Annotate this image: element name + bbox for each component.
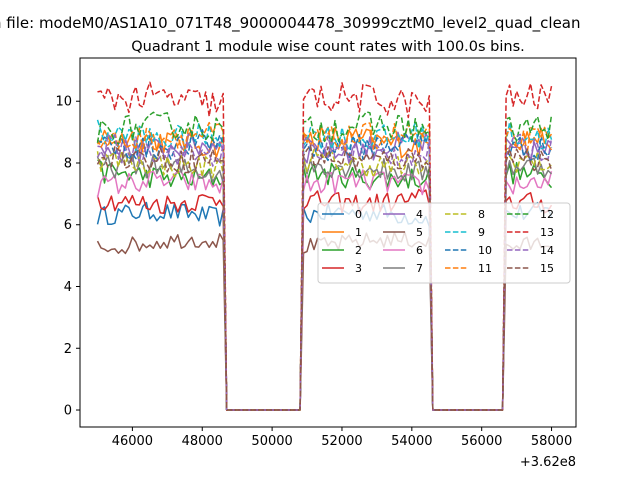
y-tick-label: 6 [64, 218, 72, 233]
legend-label-15: 15 [540, 262, 554, 275]
x-tick-label: 54000 [391, 434, 432, 449]
legend-label-3: 3 [355, 262, 362, 275]
y-tick-label: 4 [64, 280, 72, 295]
y-tick-label: 2 [64, 342, 72, 357]
legend-label-6: 6 [416, 244, 423, 257]
legend-label-7: 7 [416, 262, 423, 275]
figure-suptitle: n file: modeM0/AS1A10_071T48_9000004478_… [0, 14, 581, 33]
legend-label-5: 5 [416, 226, 423, 239]
x-tick-label: 52000 [321, 434, 362, 449]
legend-label-4: 4 [416, 208, 423, 221]
legend-label-8: 8 [478, 208, 485, 221]
legend-label-14: 14 [540, 244, 554, 257]
x-tick-label: 58000 [531, 434, 572, 449]
y-tick-label: 8 [64, 156, 72, 171]
y-tick-label: 0 [64, 404, 72, 419]
legend-frame [317, 202, 571, 284]
legend-label-9: 9 [478, 226, 485, 239]
series-line-9 [96, 119, 553, 411]
x-tick-label: 46000 [112, 434, 153, 449]
series-line-13 [97, 81, 553, 411]
x-tick-label: 50000 [251, 434, 292, 449]
chart-title: Quadrant 1 module wise count rates with … [131, 39, 525, 55]
legend-label-11: 11 [478, 262, 492, 275]
series-line-12 [96, 111, 553, 411]
legend-label-1: 1 [355, 226, 362, 239]
legend-label-2: 2 [355, 244, 362, 257]
series-line-2 [97, 159, 553, 411]
x-tick-label: 48000 [182, 434, 223, 449]
legend-label-0: 0 [355, 208, 362, 221]
ticks-layer: 46000 48000 50000 52000 54000 56000 58000 0 2 4 6 8… [55, 95, 572, 449]
series-line-15 [96, 144, 553, 411]
legend-label-10: 10 [478, 244, 492, 257]
x-offset-label: +3.62e8 [520, 455, 576, 470]
y-tick-label: 10 [55, 95, 72, 110]
legend-label-12: 12 [540, 208, 554, 221]
x-tick-label: 56000 [461, 434, 502, 449]
legend-label-13: 13 [540, 226, 554, 239]
plot-frame [79, 57, 577, 428]
